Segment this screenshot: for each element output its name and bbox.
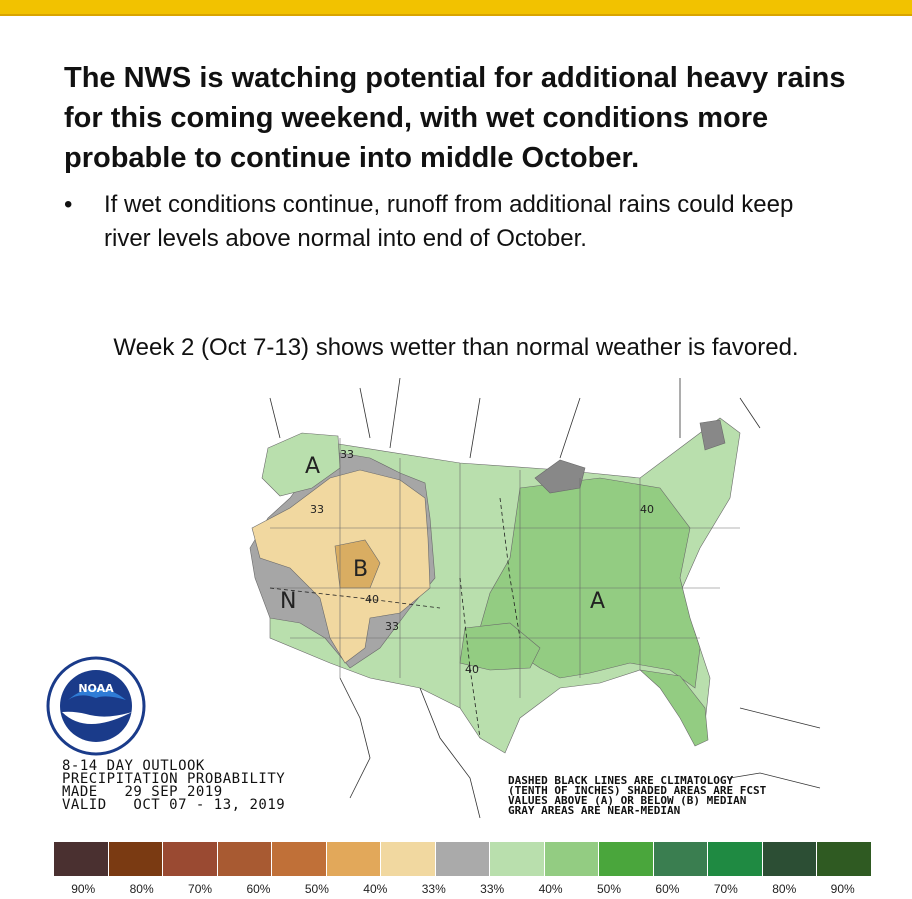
- headline: The NWS is watching potential for additi…: [64, 62, 846, 174]
- legend-label: 33%: [421, 882, 446, 896]
- legend-swatch: [599, 842, 654, 876]
- legend-swatch: [435, 842, 491, 876]
- legend-swatch: [326, 842, 382, 876]
- note-line-3: VALUES ABOVE (A) OR BELOW (B) MEDIAN: [508, 794, 747, 807]
- contour-label-40a: 40: [365, 593, 379, 606]
- legend-label: 50%: [304, 882, 329, 896]
- contour-label-40c: 40: [640, 503, 654, 516]
- outlook-line-2: PRECIPITATION PROBABILITY: [62, 771, 286, 787]
- outlook-line-1: 8-14 DAY OUTLOOK: [62, 758, 205, 774]
- note-line-2: (TENTH OF INCHES) SHADED AREAS ARE FCST: [508, 784, 767, 797]
- legend-swatch: [544, 842, 600, 876]
- legend-swatch: [708, 842, 763, 876]
- outlook-info: 8-14 DAY OUTLOOK PRECIPITATION PROBABILIT…: [62, 758, 286, 813]
- probability-legend: [54, 842, 872, 876]
- legend-label: 90%: [830, 882, 855, 896]
- contour-label-33a: 33: [310, 503, 324, 516]
- legend-label: 80%: [772, 882, 797, 896]
- contour-label-40b: 40: [465, 663, 479, 676]
- region-above-33-northwest: [261, 432, 341, 497]
- legend-label: 70%: [713, 882, 738, 896]
- contour-label-33c: 33: [340, 448, 354, 461]
- precipitation-outlook-map: A B N A 33 33 40 33 40 40: [40, 378, 890, 848]
- us-map-svg: A B N A 33 33 40 33 40 40: [249, 378, 821, 819]
- note-line-4: GRAY AREAS ARE NEAR-MEDIAN: [508, 804, 681, 817]
- map-notes: DASHED BLACK LINES ARE CLIMATOLOGY (TENTH…: [508, 774, 767, 817]
- label-n-west: N: [280, 589, 296, 614]
- noaa-logo: NOAA: [46, 656, 146, 756]
- label-b-central: B: [353, 557, 368, 582]
- legend-label: 90%: [71, 882, 96, 896]
- legend-swatch: [163, 842, 218, 876]
- state-borders: [270, 438, 740, 708]
- legend-label: 60%: [655, 882, 680, 896]
- legend-label: 40%: [538, 882, 563, 896]
- legend-label: 33%: [480, 882, 505, 896]
- legend-labels: 90% 80% 70% 60% 50% 40% 33% 33% 40% 50% 60% 70% 80% 9…: [54, 882, 872, 896]
- top-accent-bar: [0, 0, 912, 16]
- legend-swatch: [272, 842, 327, 876]
- region-near-median-lakes: [534, 459, 586, 494]
- label-a-southeast: A: [590, 589, 605, 614]
- noaa-logo-text: NOAA: [78, 682, 114, 695]
- note-line-1: DASHED BLACK LINES ARE CLIMATOLOGY: [508, 774, 734, 787]
- region-below-40: [334, 539, 381, 589]
- legend-label: 60%: [246, 882, 271, 896]
- legend-swatch: [653, 842, 709, 876]
- label-a-northwest: A: [305, 454, 320, 479]
- legend-swatch: [54, 842, 109, 876]
- legend-swatch: [381, 842, 436, 876]
- outlook-line-3: MADE 29 SEP 2019: [62, 784, 223, 800]
- region-near-median-northeast: [699, 419, 726, 451]
- legend-swatch: [108, 842, 164, 876]
- legend-label: 70%: [188, 882, 213, 896]
- bullet-symbol: •: [64, 191, 73, 218]
- legend-swatch: [762, 842, 818, 876]
- map-caption: Week 2 (Oct 7-13) shows wetter than norm…: [113, 334, 799, 361]
- bullet-text: If wet conditions continue, runoff from …: [104, 191, 794, 252]
- legend-label: 40%: [363, 882, 388, 896]
- region-above-40-east: [479, 477, 701, 689]
- legend-swatch: [217, 842, 273, 876]
- legend-swatch: [817, 842, 872, 876]
- outlook-line-4: VALID OCT 07 - 13, 2019: [62, 797, 286, 813]
- legend-swatch: [490, 842, 545, 876]
- legend-label: 50%: [596, 882, 622, 896]
- legend-label: 80%: [129, 882, 154, 896]
- border-outlines: [269, 378, 821, 819]
- region-florida: [639, 669, 709, 747]
- climatology-contours: [269, 497, 521, 739]
- contour-label-33b: 33: [385, 620, 399, 633]
